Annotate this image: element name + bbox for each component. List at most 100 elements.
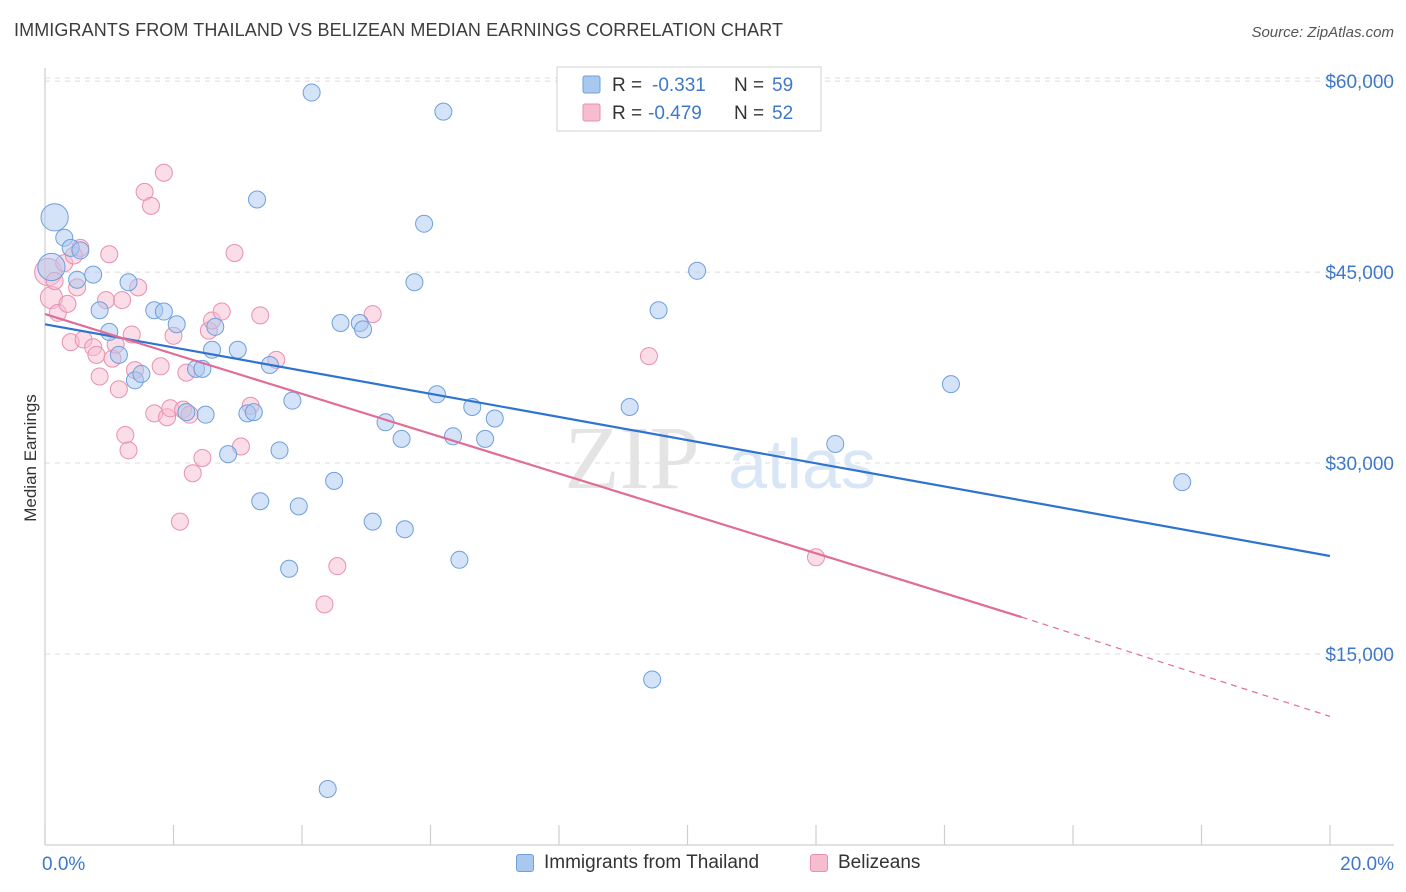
legend-label-belizeans: Belizeans <box>838 852 921 873</box>
point-belizeans <box>639 347 658 366</box>
point-thailand <box>354 320 373 339</box>
point-belizeans <box>116 426 135 445</box>
point-thailand <box>280 559 299 578</box>
watermark-atlas: atlas <box>728 425 876 503</box>
point-thailand <box>37 252 66 282</box>
point-thailand <box>1173 473 1192 492</box>
series-belizeans <box>34 163 825 614</box>
y-tick-label: $30,000 <box>1325 454 1394 475</box>
point-thailand <box>71 241 90 260</box>
point-belizeans <box>154 163 173 182</box>
point-thailand <box>620 398 639 417</box>
y-tick-label: $45,000 <box>1325 263 1394 284</box>
point-thailand <box>132 364 151 383</box>
watermark-zip: ZIP <box>565 409 700 508</box>
point-thailand <box>434 102 453 121</box>
point-thailand <box>177 403 196 422</box>
legend-r-label-pink: R = <box>612 103 642 124</box>
point-thailand <box>405 273 424 292</box>
point-thailand <box>415 214 434 233</box>
point-thailand <box>443 427 462 446</box>
x-tick-label: 20.0% <box>1340 854 1394 875</box>
point-thailand <box>228 340 247 359</box>
point-thailand <box>826 434 845 453</box>
point-thailand <box>270 441 289 460</box>
legend-item-belizeans: Belizeans <box>810 852 920 874</box>
point-thailand <box>450 550 469 569</box>
point-belizeans <box>151 357 170 376</box>
trend-lines <box>44 313 1331 717</box>
point-thailand <box>68 270 87 289</box>
point-belizeans <box>100 245 119 264</box>
legend-n-label-pink: N = <box>734 103 764 124</box>
point-belizeans <box>58 294 77 313</box>
y-tick-label: $15,000 <box>1325 645 1394 666</box>
point-thailand <box>649 301 668 320</box>
legend-top: R = -0.331 N = 59 R = -0.479 N = 52 <box>556 66 822 132</box>
point-thailand <box>40 203 69 232</box>
legend-n-value-blue: 59 <box>772 75 793 96</box>
legend-n-label-blue: N = <box>734 75 764 96</box>
point-belizeans <box>251 306 270 325</box>
legend-r-value-pink: -0.479 <box>648 103 702 124</box>
point-belizeans <box>119 441 138 460</box>
point-belizeans <box>193 448 212 467</box>
point-thailand <box>109 345 128 364</box>
point-belizeans <box>113 291 132 310</box>
point-thailand <box>325 471 344 490</box>
point-belizeans <box>87 345 106 364</box>
point-belizeans <box>183 464 202 483</box>
trend-line-belizeans <box>44 313 1022 619</box>
point-thailand <box>206 317 225 336</box>
legend-swatch-thailand <box>516 854 534 872</box>
point-belizeans <box>142 196 161 215</box>
point-belizeans <box>363 305 382 324</box>
trend-line-belizeans-extrapolated <box>1021 616 1331 717</box>
legend-label-thailand: Immigrants from Thailand <box>544 852 760 873</box>
y-axis-label: Median Earnings <box>21 394 40 522</box>
point-thailand <box>251 492 270 511</box>
point-thailand <box>219 445 238 464</box>
point-thailand <box>643 670 662 689</box>
point-thailand <box>84 265 103 284</box>
point-belizeans <box>170 512 189 531</box>
point-thailand <box>154 302 173 321</box>
point-thailand <box>363 512 382 531</box>
point-belizeans <box>109 380 128 399</box>
point-thailand <box>331 314 350 332</box>
legend-item-thailand: Immigrants from Thailand <box>516 852 759 874</box>
point-belizeans <box>90 367 109 386</box>
y-tick-label: $60,000 <box>1325 72 1394 93</box>
watermark: ZIP atlas <box>565 409 876 508</box>
legend-swatch-blue <box>582 75 601 94</box>
point-belizeans <box>212 302 231 321</box>
point-belizeans <box>328 557 347 576</box>
point-thailand <box>395 520 414 539</box>
point-thailand <box>485 409 504 428</box>
legend-bottom: Immigrants from Thailand Belizeans <box>0 852 1406 878</box>
point-thailand <box>119 273 138 292</box>
point-thailand <box>283 391 302 410</box>
point-thailand <box>476 429 495 448</box>
point-thailand <box>688 261 707 280</box>
point-thailand <box>392 429 411 448</box>
series-immigrants-from-thailand <box>37 83 1192 798</box>
legend-r-value-blue: -0.331 <box>652 75 706 96</box>
point-thailand <box>90 301 109 320</box>
legend-swatch-pink <box>582 103 601 122</box>
point-belizeans <box>225 243 244 262</box>
legend-n-value-pink: 52 <box>772 103 793 124</box>
point-thailand <box>289 497 308 516</box>
point-thailand <box>244 403 263 422</box>
chart-title: IMMIGRANTS FROM THAILAND VS BELIZEAN MED… <box>14 20 784 40</box>
point-thailand <box>196 405 215 424</box>
grid <box>45 77 1394 655</box>
point-thailand <box>318 779 337 798</box>
legend-swatch-belizeans <box>810 854 828 872</box>
axes: $15,000 $30,000 $45,000 $60,000 0.0% 20.0% <box>42 68 1394 875</box>
point-belizeans <box>315 595 334 614</box>
point-thailand <box>248 190 267 209</box>
source-label: Source: ZipAtlas.com <box>1251 24 1394 41</box>
point-thailand <box>302 83 321 102</box>
